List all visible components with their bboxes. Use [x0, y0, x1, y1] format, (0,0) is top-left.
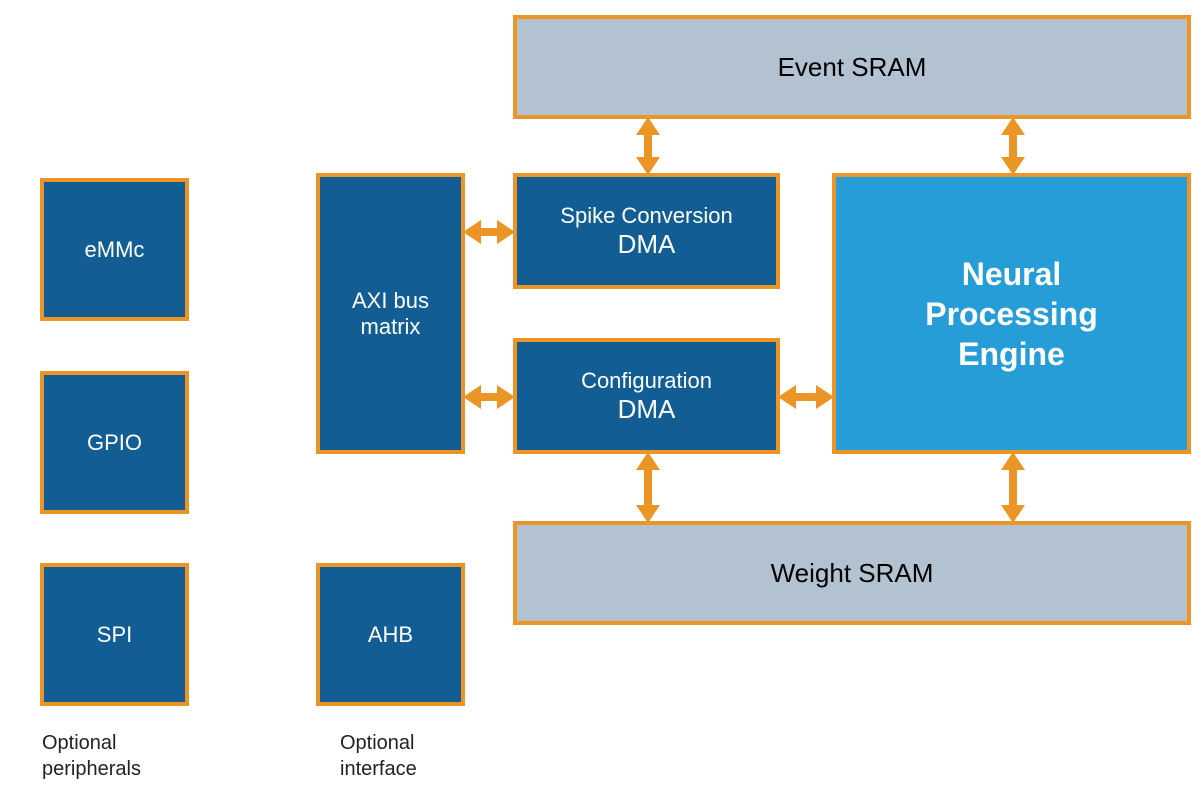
arrowhead-down-icon [1001, 505, 1025, 523]
emmc-label: eMMc [85, 237, 145, 263]
arrow-config-npe [794, 393, 818, 401]
caption-interface-l2: interface [340, 756, 417, 782]
caption-interface-l1: Optional [340, 730, 417, 756]
npe-label-2: Processing [925, 294, 1098, 334]
spike-label-2: DMA [618, 229, 676, 260]
npe-label-1: Neural [962, 254, 1062, 294]
ahb-label: AHB [368, 622, 413, 648]
optional-peripherals-caption: Optional peripherals [42, 730, 141, 782]
spike-label-1: Spike Conversion [560, 203, 732, 229]
arrowhead-up-icon [636, 452, 660, 470]
arrowhead-up-icon [1001, 452, 1025, 470]
spi-block: SPI [40, 563, 189, 706]
neural-processing-engine-block: Neural Processing Engine [832, 173, 1191, 454]
spike-dma-block: Spike Conversion DMA [513, 173, 780, 289]
emmc-block: eMMc [40, 178, 189, 321]
arrowhead-left-icon [778, 385, 796, 409]
arrowhead-down-icon [636, 157, 660, 175]
gpio-label: GPIO [87, 430, 142, 456]
npe-label-3: Engine [958, 334, 1065, 374]
arrow-axi-spike [479, 228, 499, 236]
arrow-config-weight [644, 466, 652, 509]
weight-sram-block: Weight SRAM [513, 521, 1191, 625]
event-sram-label: Event SRAM [778, 52, 927, 83]
config-label-1: Configuration [581, 368, 712, 394]
arrowhead-up-icon [1001, 117, 1025, 135]
gpio-block: GPIO [40, 371, 189, 514]
arrowhead-left-icon [463, 220, 481, 244]
weight-sram-label: Weight SRAM [771, 558, 934, 589]
axi-label-2: matrix [361, 314, 421, 340]
caption-peripherals-l2: peripherals [42, 756, 141, 782]
arrowhead-left-icon [463, 385, 481, 409]
caption-peripherals-l1: Optional [42, 730, 141, 756]
config-label-2: DMA [618, 394, 676, 425]
spi-label: SPI [97, 622, 132, 648]
arrowhead-up-icon [636, 117, 660, 135]
arrow-npe-weight [1009, 466, 1017, 509]
axi-label-1: AXI bus [352, 288, 429, 314]
axi-bus-matrix-block: AXI bus matrix [316, 173, 465, 454]
arrowhead-right-icon [497, 220, 515, 244]
optional-interface-caption: Optional interface [340, 730, 417, 782]
arrowhead-right-icon [816, 385, 834, 409]
arrowhead-right-icon [497, 385, 515, 409]
event-sram-block: Event SRAM [513, 15, 1191, 119]
ahb-block: AHB [316, 563, 465, 706]
arrowhead-down-icon [1001, 157, 1025, 175]
arrowhead-down-icon [636, 505, 660, 523]
config-dma-block: Configuration DMA [513, 338, 780, 454]
arrow-axi-config [479, 393, 499, 401]
